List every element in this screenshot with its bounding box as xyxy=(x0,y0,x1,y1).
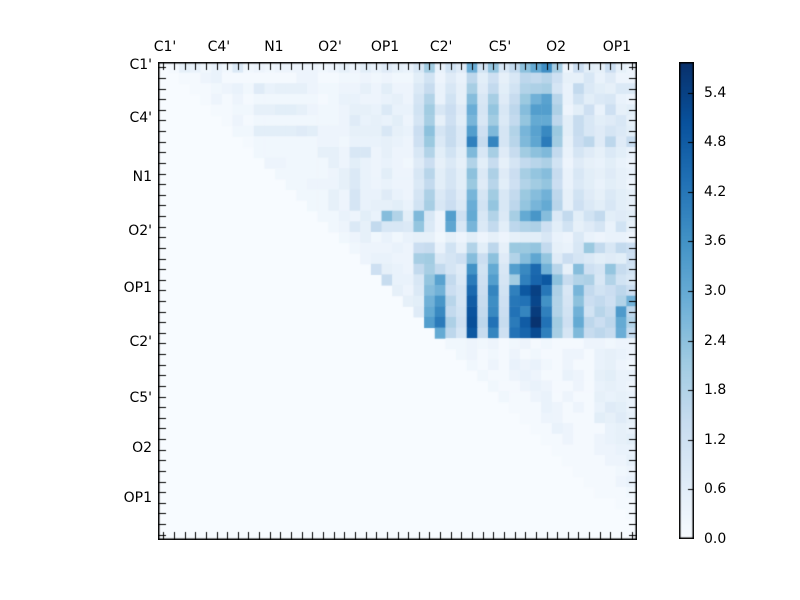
colorbar-canvas xyxy=(679,62,694,539)
y-tick-label: O2' xyxy=(128,223,152,240)
x-tick-label: C1' xyxy=(153,39,177,55)
y-tick-label: C2' xyxy=(129,334,152,351)
x-tick-label: O2 xyxy=(546,39,567,55)
y-tick-label: OP1 xyxy=(123,280,152,297)
colorbar-tick-label: 2.4 xyxy=(704,332,727,349)
colorbar-tick-label: 0.0 xyxy=(704,531,727,547)
x-tick-label: OP1 xyxy=(602,39,632,55)
colorbar-tick-label: 0.6 xyxy=(704,481,727,498)
x-tick-label: C2' xyxy=(429,39,453,55)
x-tick-label: O2' xyxy=(318,39,342,55)
colorbar-tick-label: 1.2 xyxy=(704,431,727,448)
colorbar-tick-label: 1.8 xyxy=(704,382,727,399)
y-tick-label: OP1 xyxy=(123,489,152,506)
y-tick-label: C1' xyxy=(129,56,152,73)
y-tick-label: O2 xyxy=(132,440,152,457)
x-tick-label: C4' xyxy=(207,39,231,55)
colorbar-tick-label: 5.4 xyxy=(704,84,727,101)
x-tick-label: C5' xyxy=(488,39,512,55)
x-tick-label: N1 xyxy=(264,39,284,55)
heatmap-canvas xyxy=(158,62,637,540)
colorbar-tick-label: 4.2 xyxy=(704,183,727,200)
y-tick-label: C5' xyxy=(129,390,152,407)
colorbar-tick-label: 4.8 xyxy=(704,134,727,151)
y-tick-label: N1 xyxy=(132,169,152,186)
colorbar-tick-label: 3.6 xyxy=(704,233,727,250)
x-tick-label: OP1 xyxy=(370,39,400,55)
y-tick-label: C4' xyxy=(129,109,152,126)
colorbar-tick-label: 3.0 xyxy=(704,282,727,299)
